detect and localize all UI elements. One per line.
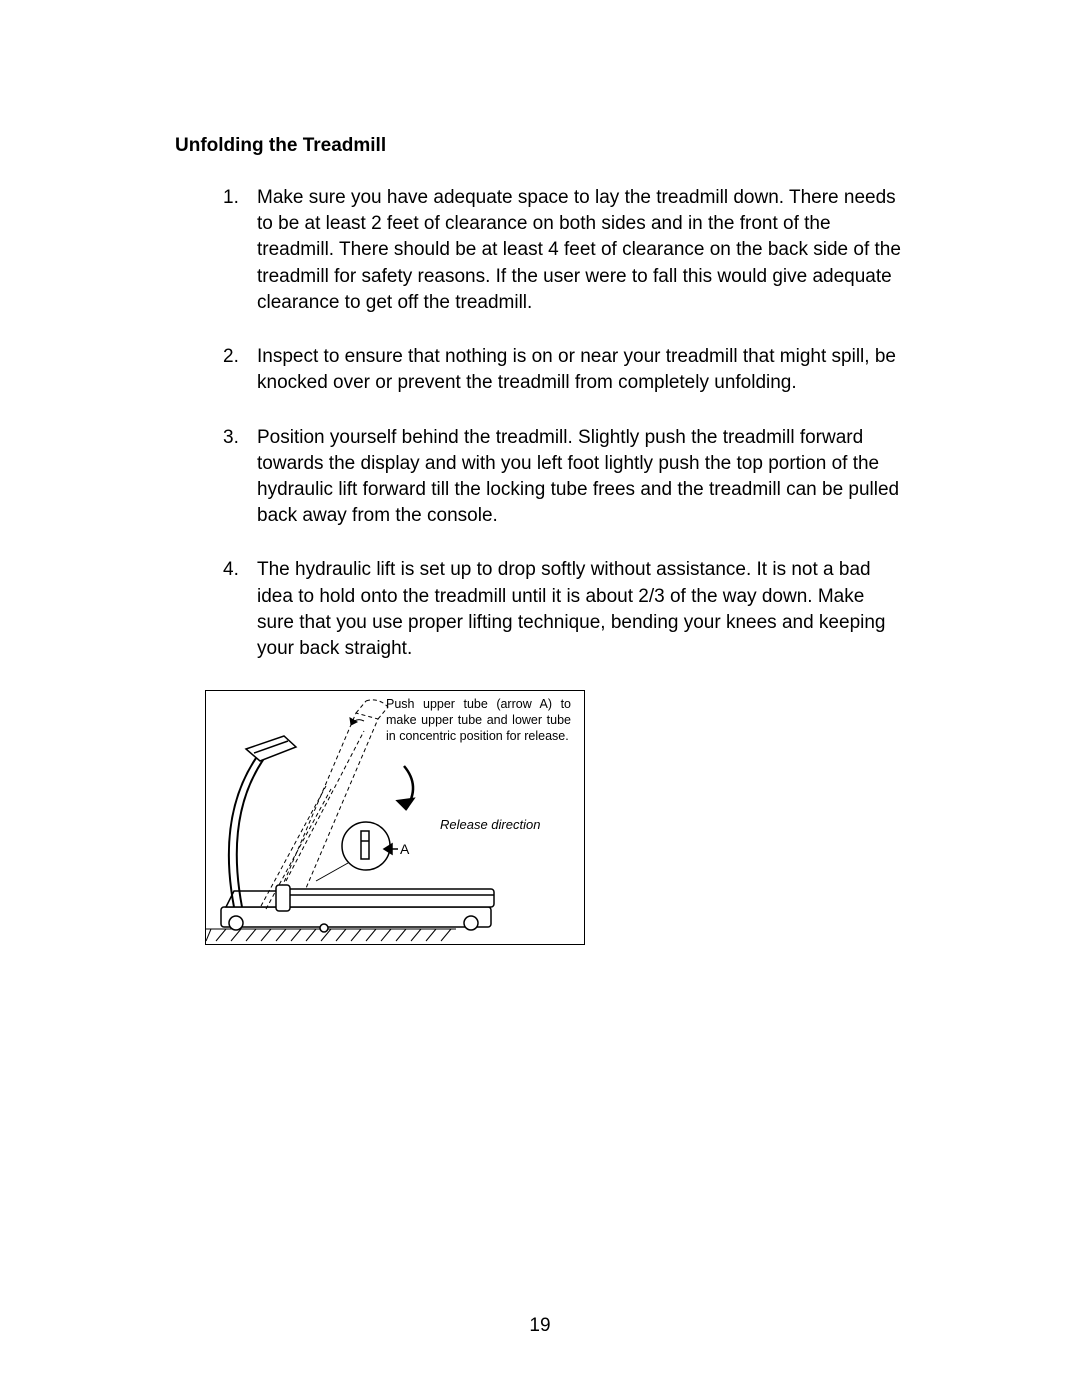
release-direction-label: Release direction xyxy=(440,817,540,832)
item-text: The hydraulic lift is set up to drop sof… xyxy=(257,557,905,662)
item-number: 4. xyxy=(223,557,257,662)
item-text: Position yourself behind the treadmill. … xyxy=(257,425,905,530)
item-number: 2. xyxy=(223,344,257,396)
section-heading: Unfolding the Treadmill xyxy=(175,135,905,157)
list-item: 1. Make sure you have adequate space to … xyxy=(223,185,905,316)
list-item: 2. Inspect to ensure that nothing is on … xyxy=(223,344,905,396)
item-number: 3. xyxy=(223,425,257,530)
figure-caption: Push upper tube (arrow A) to make upper … xyxy=(386,697,571,744)
treadmill-diagram: Push upper tube (arrow A) to make upper … xyxy=(205,690,585,945)
instruction-list: 1. Make sure you have adequate space to … xyxy=(175,185,905,662)
list-item: 3. Position yourself behind the treadmil… xyxy=(223,425,905,530)
list-item: 4. The hydraulic lift is set up to drop … xyxy=(223,557,905,662)
point-a-label: A xyxy=(400,841,409,857)
item-number: 1. xyxy=(223,185,257,316)
item-text: Make sure you have adequate space to lay… xyxy=(257,185,905,316)
figure-container: Push upper tube (arrow A) to make upper … xyxy=(175,690,905,945)
page: Unfolding the Treadmill 1. Make sure you… xyxy=(0,0,1080,1397)
page-number: 19 xyxy=(0,1315,1080,1337)
item-text: Inspect to ensure that nothing is on or … xyxy=(257,344,905,396)
